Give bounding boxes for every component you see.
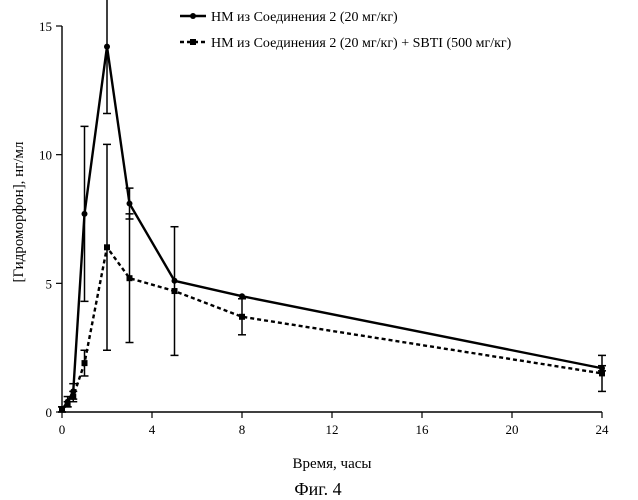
series-2 — [58, 144, 606, 412]
figure-caption: Фиг. 4 — [294, 479, 341, 499]
data-point — [70, 394, 76, 400]
x-tick-label: 24 — [596, 422, 610, 437]
x-tick-label: 4 — [149, 422, 156, 437]
data-point — [599, 370, 605, 376]
y-tick-label: 15 — [39, 19, 52, 34]
x-tick-label: 8 — [239, 422, 246, 437]
legend-marker — [190, 13, 196, 19]
x-axis-ticks: 0 4 8 12 16 20 24 — [59, 412, 609, 437]
data-point — [104, 44, 110, 50]
series-layer — [58, 0, 606, 412]
data-point — [127, 275, 133, 281]
legend: НМ из Соединения 2 (20 мг/кг) НМ из Соеди… — [180, 10, 512, 51]
legend-label: НМ из Соединения 2 (20 мг/кг) + SBTI (50… — [211, 36, 512, 51]
data-point — [172, 288, 178, 294]
legend-label: НМ из Соединения 2 (20 мг/кг) — [211, 10, 398, 25]
data-point — [127, 201, 133, 207]
y-axis-label: [Гидроморфон], нг/мл — [11, 141, 27, 283]
series-1 — [58, 0, 606, 412]
data-point — [59, 406, 65, 412]
x-tick-label: 12 — [326, 422, 339, 437]
legend-entry-1: НМ из Соединения 2 (20 мг/кг) — [180, 10, 398, 25]
axes — [62, 26, 602, 412]
data-point — [65, 401, 71, 407]
x-tick-label: 20 — [506, 422, 519, 437]
data-point — [82, 211, 88, 217]
legend-entry-2: НМ из Соединения 2 (20 мг/кг) + SBTI (50… — [180, 36, 512, 51]
data-point — [104, 244, 110, 250]
data-point — [82, 360, 88, 366]
y-tick-label: 10 — [39, 148, 52, 163]
x-axis-label: Время, часы — [293, 456, 372, 472]
series-line — [62, 247, 602, 409]
x-tick-label: 0 — [59, 422, 66, 437]
legend-marker — [190, 39, 196, 45]
y-tick-label: 5 — [46, 276, 53, 291]
series-line — [62, 47, 602, 410]
data-point — [239, 314, 245, 320]
y-axis-ticks: 0 5 10 15 — [39, 19, 62, 420]
y-tick-label: 0 — [46, 405, 53, 420]
x-tick-label: 16 — [416, 422, 430, 437]
